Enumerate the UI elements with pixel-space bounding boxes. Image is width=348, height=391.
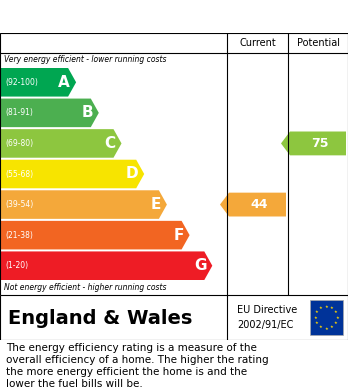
Text: F: F <box>173 228 184 243</box>
Text: ★: ★ <box>334 321 338 325</box>
Polygon shape <box>1 160 144 188</box>
Bar <box>310 300 343 335</box>
Text: Not energy efficient - higher running costs: Not energy efficient - higher running co… <box>4 283 166 292</box>
Text: ★: ★ <box>335 316 339 319</box>
Text: lower the fuel bills will be.: lower the fuel bills will be. <box>6 379 143 389</box>
Text: G: G <box>194 258 206 273</box>
Text: (39-54): (39-54) <box>5 200 33 209</box>
Text: Energy Efficiency Rating: Energy Efficiency Rating <box>9 9 249 27</box>
Text: overall efficiency of a home. The higher the rating: overall efficiency of a home. The higher… <box>6 355 269 365</box>
Polygon shape <box>1 221 190 249</box>
Polygon shape <box>220 193 286 217</box>
Text: A: A <box>58 75 70 90</box>
Text: ★: ★ <box>319 306 323 310</box>
Text: (1-20): (1-20) <box>5 261 28 270</box>
Text: ★: ★ <box>330 306 334 310</box>
Text: The energy efficiency rating is a measure of the: The energy efficiency rating is a measur… <box>6 343 257 353</box>
Polygon shape <box>281 131 346 155</box>
Text: ★: ★ <box>330 325 334 329</box>
Text: England & Wales: England & Wales <box>8 308 192 328</box>
Text: B: B <box>81 105 93 120</box>
Text: EU Directive: EU Directive <box>237 305 297 315</box>
Text: ★: ★ <box>325 326 329 330</box>
Text: Current: Current <box>239 38 276 48</box>
Text: ★: ★ <box>319 325 323 329</box>
Text: 44: 44 <box>251 198 268 211</box>
Polygon shape <box>1 190 167 219</box>
Text: (21-38): (21-38) <box>5 231 33 240</box>
Text: D: D <box>126 167 138 181</box>
Polygon shape <box>1 129 121 158</box>
Text: (55-68): (55-68) <box>5 170 33 179</box>
Text: 75: 75 <box>311 137 329 150</box>
Text: (81-91): (81-91) <box>5 108 33 117</box>
Text: ★: ★ <box>325 305 329 308</box>
Text: Potential: Potential <box>296 38 340 48</box>
Text: ★: ★ <box>315 310 319 314</box>
Text: 2002/91/EC: 2002/91/EC <box>237 320 293 330</box>
Text: the more energy efficient the home is and the: the more energy efficient the home is an… <box>6 367 247 377</box>
Text: C: C <box>104 136 116 151</box>
Text: ★: ★ <box>314 316 317 319</box>
Polygon shape <box>1 251 212 280</box>
Text: (69-80): (69-80) <box>5 139 33 148</box>
Text: Very energy efficient - lower running costs: Very energy efficient - lower running co… <box>4 56 166 65</box>
Polygon shape <box>1 68 76 97</box>
Polygon shape <box>1 99 99 127</box>
Text: (92-100): (92-100) <box>5 78 38 87</box>
Text: E: E <box>151 197 161 212</box>
Text: ★: ★ <box>334 310 338 314</box>
Text: ★: ★ <box>315 321 319 325</box>
